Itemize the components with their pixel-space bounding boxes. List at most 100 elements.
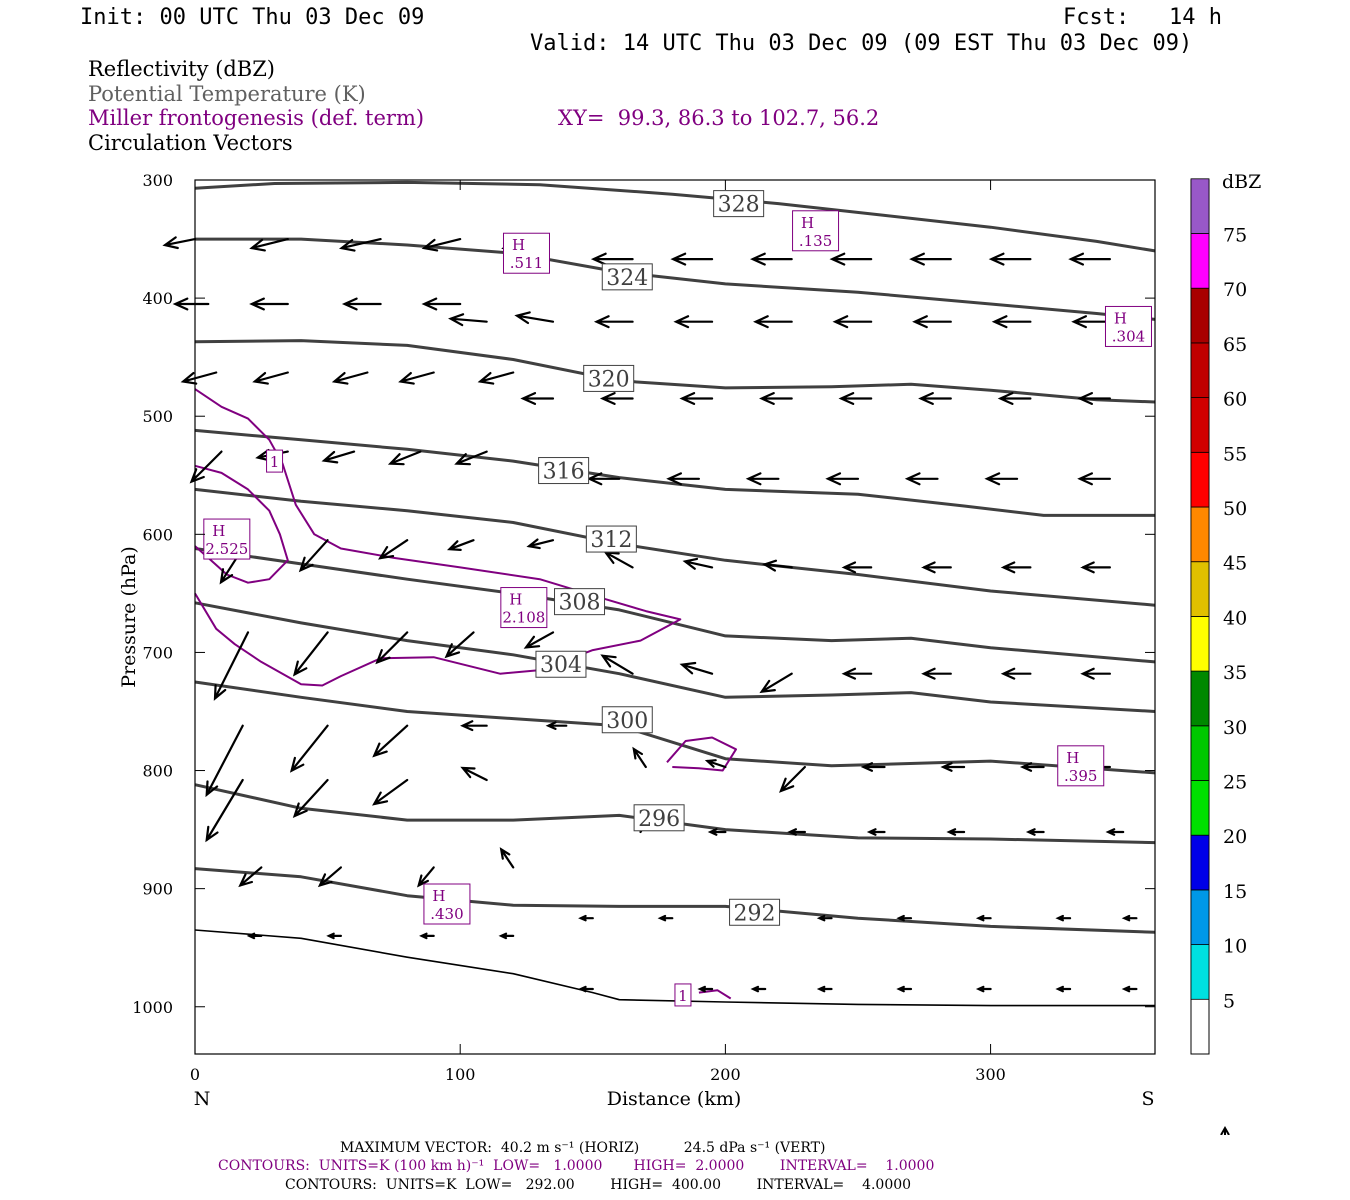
x-tick-label: 300 xyxy=(975,1065,1006,1084)
circulation-vector xyxy=(292,778,329,818)
colorbar-level-label: 30 xyxy=(1223,717,1247,739)
theta-label-box xyxy=(729,898,781,926)
circulation-vector xyxy=(172,297,210,311)
theta-contour-320 xyxy=(194,339,1156,404)
circulation-vector xyxy=(1071,315,1111,329)
circulation-vector xyxy=(398,371,435,385)
circulation-vector xyxy=(1000,667,1032,680)
x-end-label-south: S xyxy=(1141,1088,1154,1110)
circulation-vector xyxy=(321,450,356,464)
circulation-vector xyxy=(816,914,833,922)
theta-label: 312 xyxy=(590,528,632,553)
high-marker-value: .511 xyxy=(510,254,543,272)
theta-contour-316 xyxy=(194,428,1155,517)
frontogenesis-contour-2 xyxy=(666,736,737,772)
high-marker-value: 2.525 xyxy=(205,540,248,558)
high-marker-value: .135 xyxy=(799,232,832,250)
colorbar-level-label: 70 xyxy=(1223,279,1247,301)
theta-label-box xyxy=(633,804,685,832)
x-tick-label: 0 xyxy=(190,1065,200,1084)
circulation-vector xyxy=(912,315,952,329)
cross-section-chart: 32832432031631230830430029629211H.511H.1… xyxy=(118,171,1261,1135)
circulation-vector xyxy=(1121,914,1138,922)
contour-labels: 32832432031631230830430029629211H.511H.1… xyxy=(203,190,1152,1007)
circulation-vector xyxy=(825,472,860,486)
circulation-vector xyxy=(1077,472,1111,486)
circulation-vector xyxy=(673,315,714,329)
colorbar-level-label: 10 xyxy=(1223,936,1247,958)
colorbar-swatch xyxy=(1190,397,1210,453)
colorbar-swatch xyxy=(1190,889,1210,946)
colorbar-swatch xyxy=(1190,506,1210,563)
high-marker-box xyxy=(500,587,548,629)
circulation-vector xyxy=(909,252,952,266)
circulation-vector xyxy=(298,539,329,573)
colorbar-swatch xyxy=(1190,233,1210,289)
circulation-vector xyxy=(753,315,793,329)
circulation-vector xyxy=(829,252,873,266)
theta-label: 300 xyxy=(606,709,648,734)
circulation-vector xyxy=(759,392,793,405)
circulation-vector xyxy=(1055,985,1072,993)
circulation-vector xyxy=(697,985,714,993)
y-axis-title: Pressure (hPa) xyxy=(118,546,140,688)
circulation-vector xyxy=(460,766,488,782)
circulation-vector xyxy=(921,561,952,574)
circulation-vector xyxy=(832,315,873,329)
theta-contour-304 xyxy=(194,601,1156,713)
high-marker-box xyxy=(792,210,840,252)
theta-contour-note: CONTOURS: UNITS=K LOW= 292.00 HIGH= 400.… xyxy=(285,1177,912,1193)
cross-section-endpoints: XY= 99.3, 86.3 to 102.7, 56.2 xyxy=(558,106,880,130)
circulation-vector xyxy=(904,472,939,486)
circulation-vector xyxy=(1025,828,1045,836)
circulation-vector xyxy=(975,985,992,993)
frontogenesis-label-box xyxy=(266,449,284,473)
theta-label-box xyxy=(538,457,590,485)
circulation-vector xyxy=(249,297,289,311)
theta-contour-308 xyxy=(194,547,1156,664)
circulation-vector xyxy=(762,559,793,572)
high-marker-box xyxy=(502,232,550,274)
x-axis-title: Distance (km) xyxy=(607,1088,742,1110)
circulation-vector xyxy=(446,539,475,551)
colorbar-level-label: 25 xyxy=(1223,772,1247,794)
circulation-vector xyxy=(593,315,634,329)
legend-miller-frontogenesis: Miller frontogenesis (def. term) xyxy=(88,106,425,130)
circulation-vector xyxy=(975,914,992,922)
circulation-vector xyxy=(514,311,555,325)
circulation-vector xyxy=(988,252,1032,266)
circulation-vector xyxy=(838,392,873,405)
high-marker-letter: H xyxy=(801,214,814,232)
legend-potential-temperature: Potential Temperature (K) xyxy=(88,82,366,106)
theta-contour-324 xyxy=(195,237,1156,321)
circulation-vector xyxy=(787,828,806,836)
theta-label-box xyxy=(601,263,653,291)
circulation-vector xyxy=(707,828,727,836)
circulation-vector xyxy=(419,932,435,940)
high-marker-letter: H xyxy=(1066,749,1079,767)
colorbar-swatch xyxy=(1190,342,1210,398)
x-end-label-north: N xyxy=(194,1088,211,1110)
circulation-vector xyxy=(460,720,488,732)
circulation-vector xyxy=(682,557,714,570)
circulation-vector xyxy=(679,392,714,405)
circulation-vector xyxy=(331,371,369,385)
circulation-vector xyxy=(416,866,435,888)
circulation-vector xyxy=(454,450,488,466)
circulation-vector xyxy=(997,392,1032,405)
circulation-vector xyxy=(860,762,886,772)
circulation-vector xyxy=(1121,985,1138,993)
legend-circulation-vectors: Circulation Vectors xyxy=(88,131,293,155)
colorbar-level-label: 20 xyxy=(1223,826,1247,848)
circulation-vector xyxy=(377,539,409,560)
colorbar-swatch xyxy=(1190,287,1210,344)
circulation-vector xyxy=(670,252,714,266)
circulation-vector xyxy=(984,472,1019,486)
circulation-vector xyxy=(252,371,289,385)
y-tick-label: 500 xyxy=(142,407,173,426)
circulation-vector xyxy=(816,985,833,993)
theta-contour-292 xyxy=(194,867,1156,934)
circulation-vector xyxy=(921,667,952,680)
reflectivity-colorbar: 5 10 15 20 25 30 35 40 45 50 55 60 65 70 75 xyxy=(1190,178,1247,1055)
circulation-vector xyxy=(448,313,488,327)
